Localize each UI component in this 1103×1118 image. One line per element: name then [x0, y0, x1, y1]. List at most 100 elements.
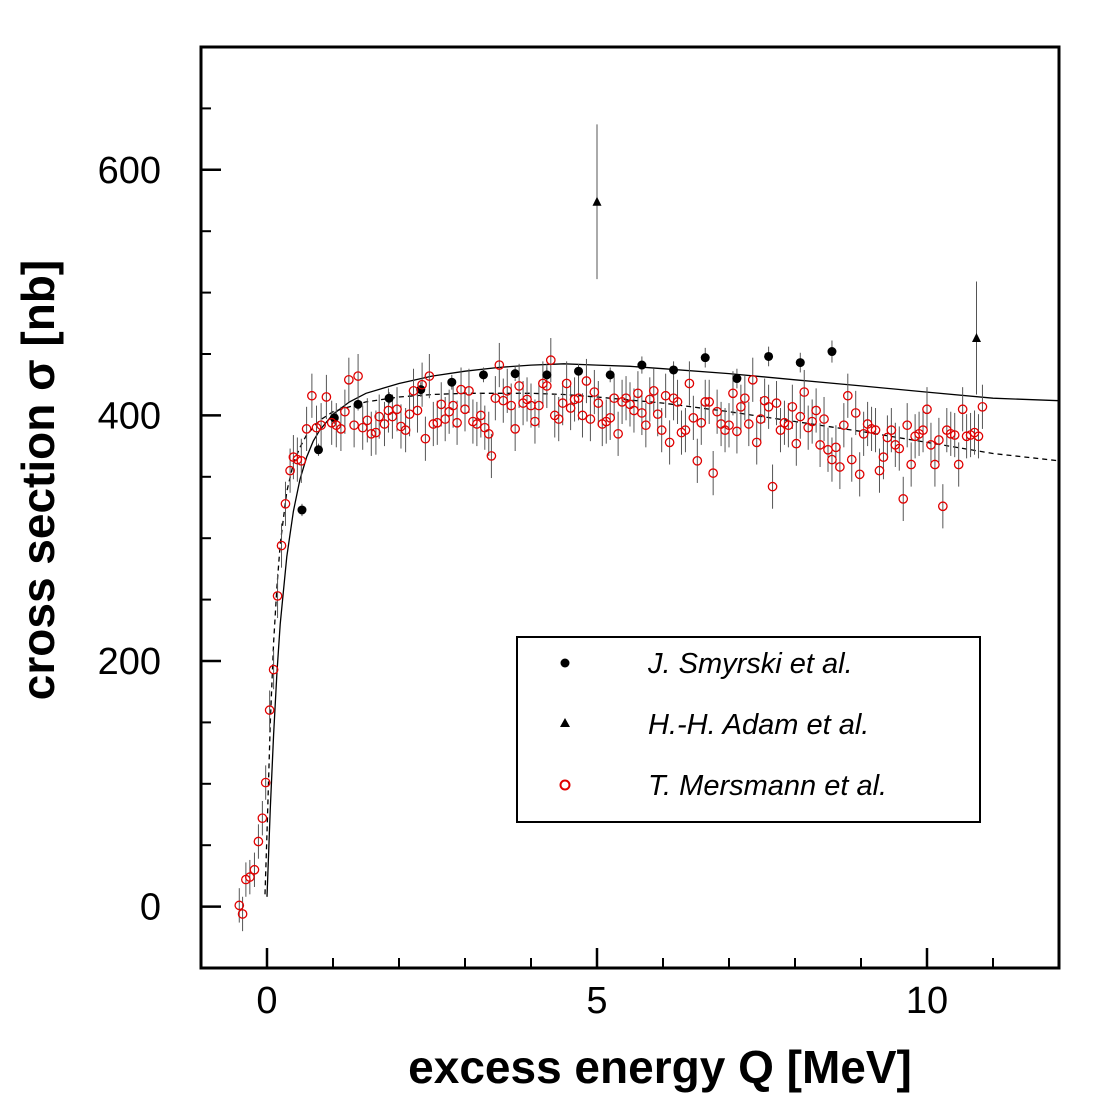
- smyrski-point: [297, 505, 307, 515]
- mersmann-point: [728, 388, 738, 399]
- mersmann-point: [732, 426, 742, 437]
- mersmann-point: [379, 419, 390, 429]
- mersmann-point: [680, 425, 691, 435]
- mersmann-point: [854, 469, 865, 480]
- adam-point: [592, 196, 602, 206]
- mersmann-point: [609, 393, 620, 404]
- y-tick-label: 400: [98, 395, 161, 437]
- mersmann-point: [953, 459, 964, 470]
- smyrski-point: [447, 377, 457, 387]
- mersmann-point: [922, 404, 932, 415]
- mersmann-point: [408, 385, 419, 396]
- mersmann-point: [926, 440, 936, 450]
- mersmann-point: [311, 422, 322, 433]
- mersmann-point: [937, 501, 948, 512]
- mersmann-point: [326, 417, 337, 428]
- mersmann-point: [371, 427, 381, 438]
- mersmann-point: [448, 400, 458, 411]
- mersmann-point: [771, 398, 782, 408]
- legend-label-mersmann: T. Mersmann et al.: [648, 770, 887, 802]
- mersmann-point: [362, 415, 373, 426]
- mersmann-point: [692, 455, 703, 466]
- mersmann-point: [428, 419, 439, 429]
- mersmann-point: [577, 410, 588, 421]
- mersmann-point: [613, 428, 623, 439]
- mersmann-point: [494, 360, 505, 370]
- mersmann-point: [831, 442, 841, 453]
- mersmann-point: [530, 416, 540, 427]
- mersmann-point: [835, 462, 845, 472]
- mersmann-point: [316, 420, 326, 431]
- mersmann-point: [739, 393, 750, 404]
- mersmann-point: [644, 394, 655, 405]
- mersmann-point: [292, 454, 303, 465]
- mersmann-point: [755, 414, 766, 424]
- mersmann-point: [569, 394, 580, 405]
- mersmann-point: [534, 400, 544, 411]
- mersmann-point: [307, 390, 317, 401]
- mersmann-point: [700, 397, 711, 407]
- mersmann-point: [234, 900, 245, 911]
- dashed-fit-curve: [264, 392, 1060, 895]
- mersmann-point: [791, 438, 802, 449]
- mersmann-point: [684, 378, 695, 389]
- mersmann-point: [506, 400, 517, 411]
- mersmann-point: [819, 414, 829, 424]
- legend-box: [516, 636, 981, 823]
- mersmann-point: [842, 390, 853, 401]
- mersmann-point: [743, 419, 754, 429]
- mersmann-point: [475, 410, 486, 421]
- mersmann-point: [244, 872, 255, 882]
- y-axis-label: cross section σ [nb]: [12, 260, 64, 700]
- mersmann-point: [850, 408, 861, 418]
- mersmann-point: [894, 443, 905, 454]
- mersmann-point: [934, 435, 944, 445]
- mersmann-point: [656, 425, 667, 435]
- mersmann-point: [280, 498, 291, 509]
- mersmann-point: [353, 371, 363, 381]
- smyrski-point: [574, 366, 584, 376]
- legend-marker-mersmann: [559, 779, 571, 791]
- mersmann-point: [472, 419, 482, 429]
- adam-point: [972, 333, 981, 343]
- mersmann-point: [498, 395, 509, 406]
- mersmann-point: [387, 411, 398, 422]
- mersmann-point: [464, 385, 474, 396]
- mersmann-point: [945, 428, 956, 439]
- mersmann-point: [276, 540, 287, 551]
- smyrski-point: [510, 369, 520, 379]
- mersmann-point: [257, 813, 268, 824]
- x-tick-label: 10: [906, 980, 948, 1022]
- mersmann-point: [553, 414, 564, 424]
- mersmann-point: [400, 425, 411, 435]
- mersmann-point: [357, 422, 368, 433]
- smyrski-point: [732, 374, 742, 384]
- legend-label-smyrski: J. Smyrski et al.: [647, 648, 853, 680]
- mersmann-point: [846, 454, 857, 465]
- plot-frame: [199, 45, 1061, 970]
- mersmann-point: [977, 401, 988, 412]
- data-markers: [234, 196, 988, 919]
- mersmann-point: [712, 406, 722, 417]
- mersmann-point: [957, 404, 968, 415]
- mersmann-point: [906, 459, 917, 470]
- mersmann-point: [249, 864, 260, 875]
- mersmann-point: [502, 385, 513, 396]
- mersmann-point: [460, 404, 470, 415]
- mersmann-point: [268, 664, 279, 675]
- mersmann-point: [486, 451, 497, 461]
- mersmann-point: [253, 836, 264, 847]
- mersmann-point: [285, 465, 295, 476]
- mersmann-point: [961, 431, 972, 442]
- smyrski-point: [637, 360, 647, 370]
- mersmann-point: [918, 425, 928, 435]
- mersmann-point: [637, 408, 647, 418]
- mersmann-point: [585, 414, 596, 424]
- smyrski-point: [827, 347, 837, 357]
- mersmann-point: [763, 401, 774, 412]
- mersmann-point: [343, 374, 354, 385]
- mersmann-point: [874, 465, 885, 476]
- mersmann-point: [420, 433, 431, 444]
- mersmann-point: [593, 398, 604, 408]
- mersmann-point: [799, 387, 810, 397]
